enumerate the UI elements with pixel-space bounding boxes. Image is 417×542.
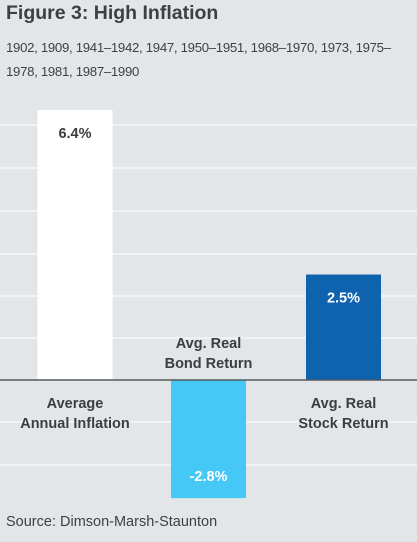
category-label-1: Average bbox=[47, 396, 104, 412]
category-label-1: Annual Inflation bbox=[20, 416, 130, 432]
value-label-2: -2.8% bbox=[190, 469, 228, 485]
chart-subtitle: 1902, 1909, 1941–1942, 1947, 1950–1951, … bbox=[6, 40, 391, 79]
category-label-2: Bond Return bbox=[165, 356, 253, 372]
bar-1 bbox=[37, 110, 113, 380]
labels: 6.4% -2.8% 2.5% Average Annual Inflation Avg.… bbox=[20, 126, 388, 485]
category-label-2: Avg. Real bbox=[176, 336, 242, 352]
bars bbox=[0, 110, 417, 499]
chart-title: Figure 3: High Inflation bbox=[6, 2, 219, 24]
source-note: Source: Dimson-Marsh-Staunton bbox=[6, 514, 218, 530]
category-label-3: Avg. Real bbox=[311, 396, 377, 412]
value-label-1: 6.4% bbox=[58, 126, 91, 142]
category-label-3: Stock Return bbox=[298, 416, 388, 432]
value-label-3: 2.5% bbox=[327, 291, 360, 307]
bar-3 bbox=[306, 274, 381, 380]
bar-2 bbox=[171, 380, 246, 499]
